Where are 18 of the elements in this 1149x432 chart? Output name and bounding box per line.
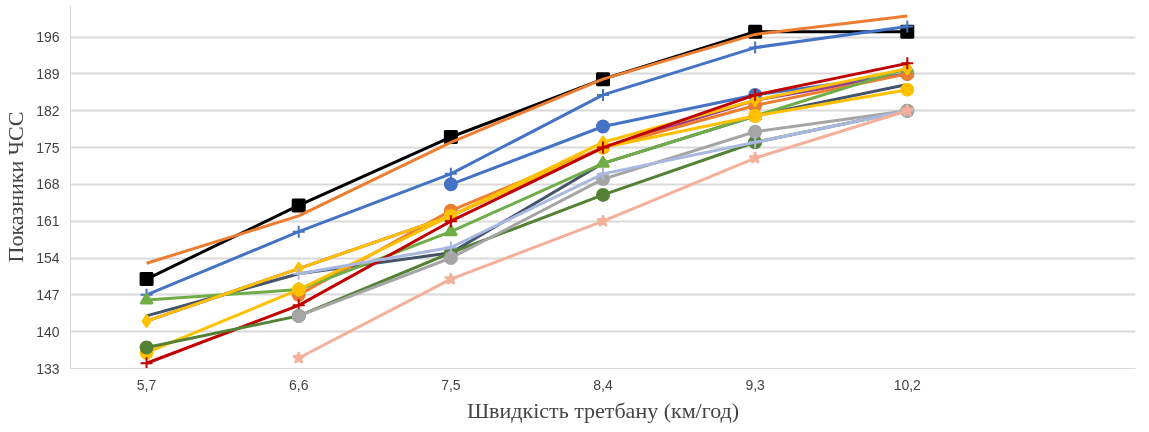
y-tick-label: 140 <box>36 323 60 340</box>
y-tick-label: 182 <box>36 102 60 119</box>
y-tick-label: 168 <box>36 176 60 193</box>
x-axis-title: Швидкість третбану (км/год) <box>466 397 740 423</box>
x-tick-label: 6,6 <box>288 376 309 393</box>
x-tick-label: 10,2 <box>893 376 922 393</box>
y-tick-label: 196 <box>36 29 60 46</box>
y-tick-label: 189 <box>36 65 60 82</box>
x-tick-label: 9,3 <box>745 376 766 393</box>
x-tick-label: 5,7 <box>136 376 157 393</box>
y-tick-label: 161 <box>36 213 60 230</box>
x-tick-label: 8,4 <box>593 376 613 393</box>
x-tick-label: 7,5 <box>441 376 461 393</box>
y-tick-label: 147 <box>36 286 60 303</box>
y-tick-label: 154 <box>36 250 60 267</box>
y-axis-title: Показники ЧСС <box>3 111 29 263</box>
y-tick-label: 175 <box>36 139 60 156</box>
y-tick-label: 133 <box>36 360 60 377</box>
